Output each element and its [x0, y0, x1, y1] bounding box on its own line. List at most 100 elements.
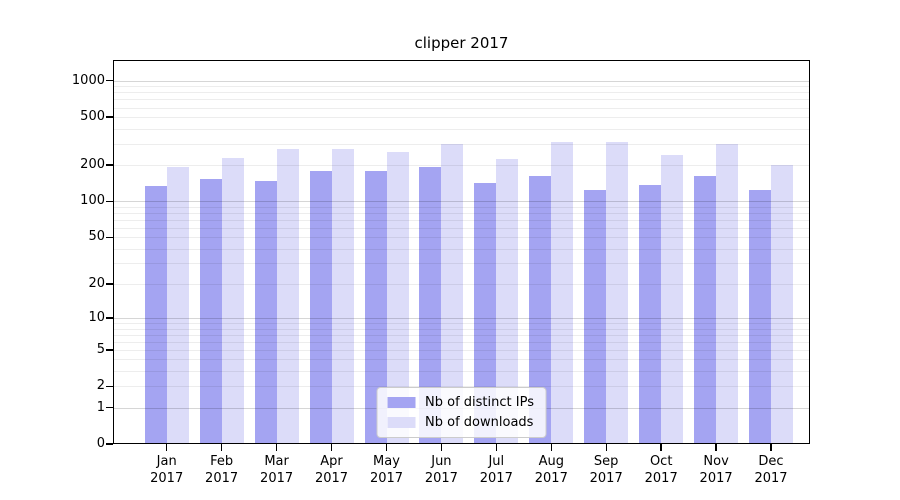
- bar-dec-downloads: [771, 165, 793, 444]
- y-tick-mark-0: [106, 443, 113, 445]
- gridline-400: [113, 128, 810, 130]
- gridline-90: [113, 206, 810, 208]
- bar-apr-distinct-ips: [309, 170, 332, 444]
- bar-jan-downloads: [166, 167, 189, 444]
- gridline-40: [113, 248, 810, 250]
- gridline-1000: [113, 80, 810, 82]
- y-tick-mark-2: [106, 385, 113, 387]
- gridline-6: [113, 341, 810, 343]
- x-tick-label-nov: Nov 2017: [699, 454, 733, 486]
- x-tick-mark-jan: [165, 444, 168, 451]
- y-tick-mark-1: [106, 406, 113, 409]
- bar-jul-downloads: [496, 159, 519, 444]
- bar-jan-distinct-ips: [144, 185, 167, 444]
- y-tick-label-500: 500: [80, 109, 105, 125]
- bar-jun-downloads: [441, 143, 464, 444]
- bar-feb-distinct-ips: [199, 178, 222, 444]
- x-tick-label-dec: Dec 2017: [754, 454, 788, 486]
- bar-oct-downloads: [661, 155, 684, 444]
- plot-area: Nb of distinct IPs Nb of downloads: [113, 60, 810, 444]
- x-tick-mark-dec: [770, 444, 772, 451]
- legend: Nb of distinct IPs Nb of downloads: [376, 387, 547, 438]
- gridline-5: [113, 349, 810, 351]
- x-tick-label-sep: Sep 2017: [589, 454, 623, 486]
- gridline-2: [113, 386, 810, 388]
- bar-may-downloads: [386, 152, 409, 444]
- x-tick-mark-sep: [605, 444, 607, 451]
- gridline-10: [113, 317, 810, 319]
- legend-swatch-downloads: [387, 417, 416, 428]
- y-tick-label-0: 0: [96, 436, 105, 451]
- bar-mar-downloads: [276, 149, 299, 444]
- x-tick-label-jul: Jul 2017: [479, 454, 513, 486]
- y-tick-label-200: 200: [80, 157, 105, 173]
- y-tick-label-100: 100: [80, 193, 105, 209]
- bar-nov-downloads: [716, 144, 739, 444]
- y-tick-label-2: 2: [96, 378, 105, 394]
- legend-label-distinct-ips: Nb of distinct IPs: [425, 395, 534, 410]
- gridline-4: [113, 359, 810, 361]
- bar-feb-downloads: [221, 157, 244, 444]
- x-tick-mark-oct: [660, 444, 662, 451]
- legend-item-downloads: Nb of downloads: [387, 415, 534, 430]
- y-tick-mark-5: [106, 349, 113, 351]
- bar-mar-distinct-ips: [254, 180, 277, 444]
- y-tick-mark-50: [106, 236, 113, 238]
- x-tick-mark-jun: [440, 444, 443, 451]
- chart-title: clipper 2017: [414, 34, 509, 52]
- x-tick-mark-mar: [275, 444, 278, 451]
- x-tick-mark-nov: [715, 444, 717, 451]
- gridline-80: [113, 212, 810, 214]
- x-tick-mark-apr: [330, 444, 333, 451]
- legend-swatch-distinct-ips: [387, 397, 416, 408]
- gridline-70: [113, 219, 810, 221]
- gridline-3: [113, 371, 810, 373]
- bar-sep-distinct-ips: [584, 189, 607, 444]
- x-tick-mark-may: [385, 444, 388, 451]
- bar-apr-downloads: [331, 149, 354, 444]
- x-tick-mark-feb: [220, 444, 223, 451]
- gridline-9: [113, 322, 810, 324]
- x-tick-mark-jul: [495, 444, 498, 451]
- bar-sep-downloads: [606, 142, 629, 444]
- y-tick-label-1: 1: [96, 399, 105, 415]
- y-tick-mark-200: [106, 164, 113, 166]
- x-tick-label-feb: Feb 2017: [205, 454, 239, 486]
- bar-may-distinct-ips: [364, 170, 387, 444]
- bar-nov-distinct-ips: [694, 175, 717, 444]
- gridline-800: [113, 92, 810, 94]
- gridline-7: [113, 334, 810, 336]
- gridline-200: [113, 165, 810, 167]
- gridline-600: [113, 107, 810, 109]
- bar-jul-distinct-ips: [474, 183, 497, 444]
- x-tick-label-mar: Mar 2017: [260, 454, 294, 486]
- legend-label-downloads: Nb of downloads: [425, 415, 534, 430]
- x-tick-label-may: May 2017: [369, 454, 404, 486]
- x-tick-label-oct: Oct 2017: [644, 454, 678, 486]
- y-tick-mark-100: [106, 200, 113, 203]
- gridline-100: [113, 201, 810, 203]
- legend-item-distinct-ips: Nb of distinct IPs: [387, 395, 534, 410]
- y-tick-mark-20: [106, 283, 113, 285]
- y-tick-label-10: 10: [88, 309, 105, 325]
- y-tick-mark-10: [106, 317, 113, 319]
- gridline-30: [113, 263, 810, 265]
- y-tick-label-20: 20: [88, 275, 105, 291]
- bars-layer: [113, 60, 810, 444]
- bar-oct-distinct-ips: [639, 184, 662, 444]
- y-tick-mark-1000: [106, 79, 113, 82]
- gridline-8: [113, 328, 810, 330]
- bar-aug-downloads: [551, 142, 574, 444]
- grid-layer: [113, 60, 810, 444]
- gridline-300: [113, 143, 810, 145]
- x-tick-label-aug: Aug 2017: [534, 454, 568, 486]
- gridline-20: [113, 283, 810, 285]
- x-tick-mark-aug: [550, 444, 552, 451]
- x-tick-label-jan: Jan 2017: [150, 454, 184, 486]
- y-tick-label-5: 5: [96, 341, 105, 357]
- y-tick-label-50: 50: [88, 229, 105, 245]
- gridline-900: [113, 86, 810, 88]
- x-tick-label-apr: Apr 2017: [314, 454, 349, 486]
- y-tick-mark-500: [106, 116, 113, 118]
